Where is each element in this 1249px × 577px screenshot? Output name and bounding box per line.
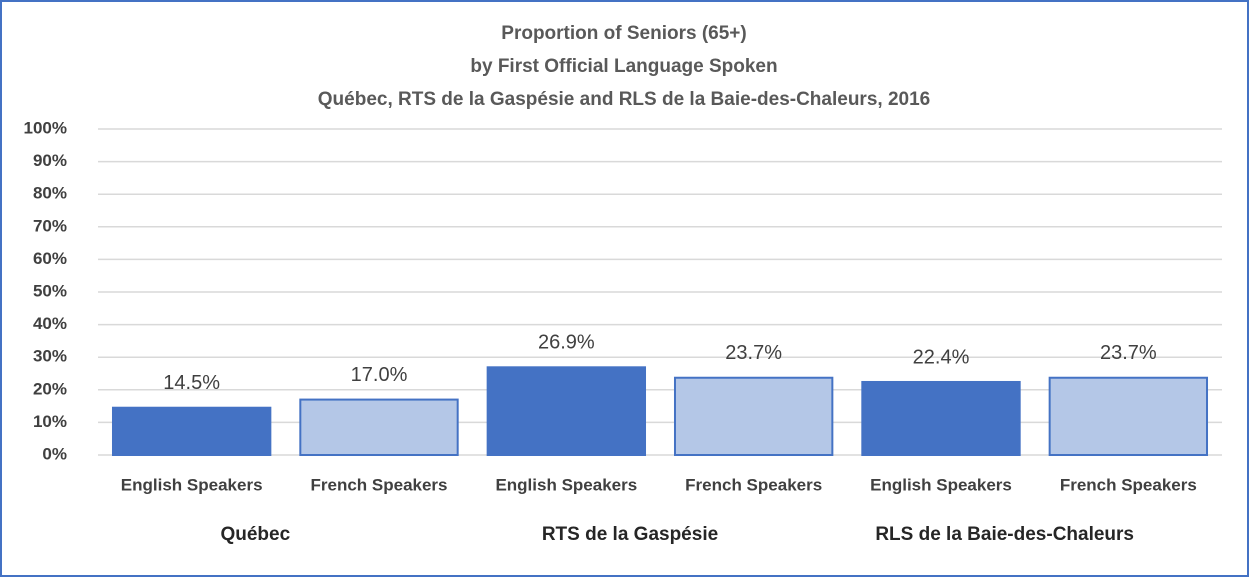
chart-title: Proportion of Seniors (65+) <box>501 23 746 44</box>
x-tick-label: English Speakers <box>495 475 637 494</box>
y-tick-label: 70% <box>33 216 67 235</box>
y-tick-label: 100% <box>24 118 67 137</box>
data-label: 23.7% <box>725 342 782 364</box>
bar <box>861 380 1021 457</box>
x-tick-label: French Speakers <box>1060 475 1197 494</box>
group-label: RLS de la Baie-des-Chaleurs <box>875 524 1134 545</box>
y-tick-label: 10% <box>33 412 67 431</box>
x-tick-label: French Speakers <box>685 475 822 494</box>
y-tick-label: 0% <box>42 444 67 463</box>
chart-title: by First Official Language Spoken <box>470 56 777 77</box>
data-label: 17.0% <box>351 364 408 386</box>
chart-title: Québec, RTS de la Gaspésie and RLS de la… <box>318 89 930 110</box>
y-tick-label: 60% <box>33 249 67 268</box>
y-tick-label: 20% <box>33 379 67 398</box>
x-tick-label: English Speakers <box>121 475 263 494</box>
group-label: RTS de la Gaspésie <box>542 524 718 545</box>
x-tick-label: English Speakers <box>870 475 1012 494</box>
data-label: 14.5% <box>163 372 220 394</box>
data-label: 23.7% <box>1100 342 1157 364</box>
bar <box>111 406 272 457</box>
group-label: Québec <box>220 524 290 545</box>
bar <box>673 376 834 457</box>
bar <box>1048 376 1209 457</box>
bar <box>299 398 459 456</box>
data-label: 22.4% <box>913 346 970 368</box>
y-tick-label: 40% <box>33 314 67 333</box>
bar <box>486 366 647 456</box>
y-tick-label: 30% <box>33 347 67 366</box>
y-tick-label: 50% <box>33 281 67 300</box>
y-tick-label: 90% <box>33 151 67 170</box>
y-tick-label: 80% <box>33 184 67 203</box>
x-tick-label: French Speakers <box>310 475 447 494</box>
data-label: 26.9% <box>538 332 595 354</box>
